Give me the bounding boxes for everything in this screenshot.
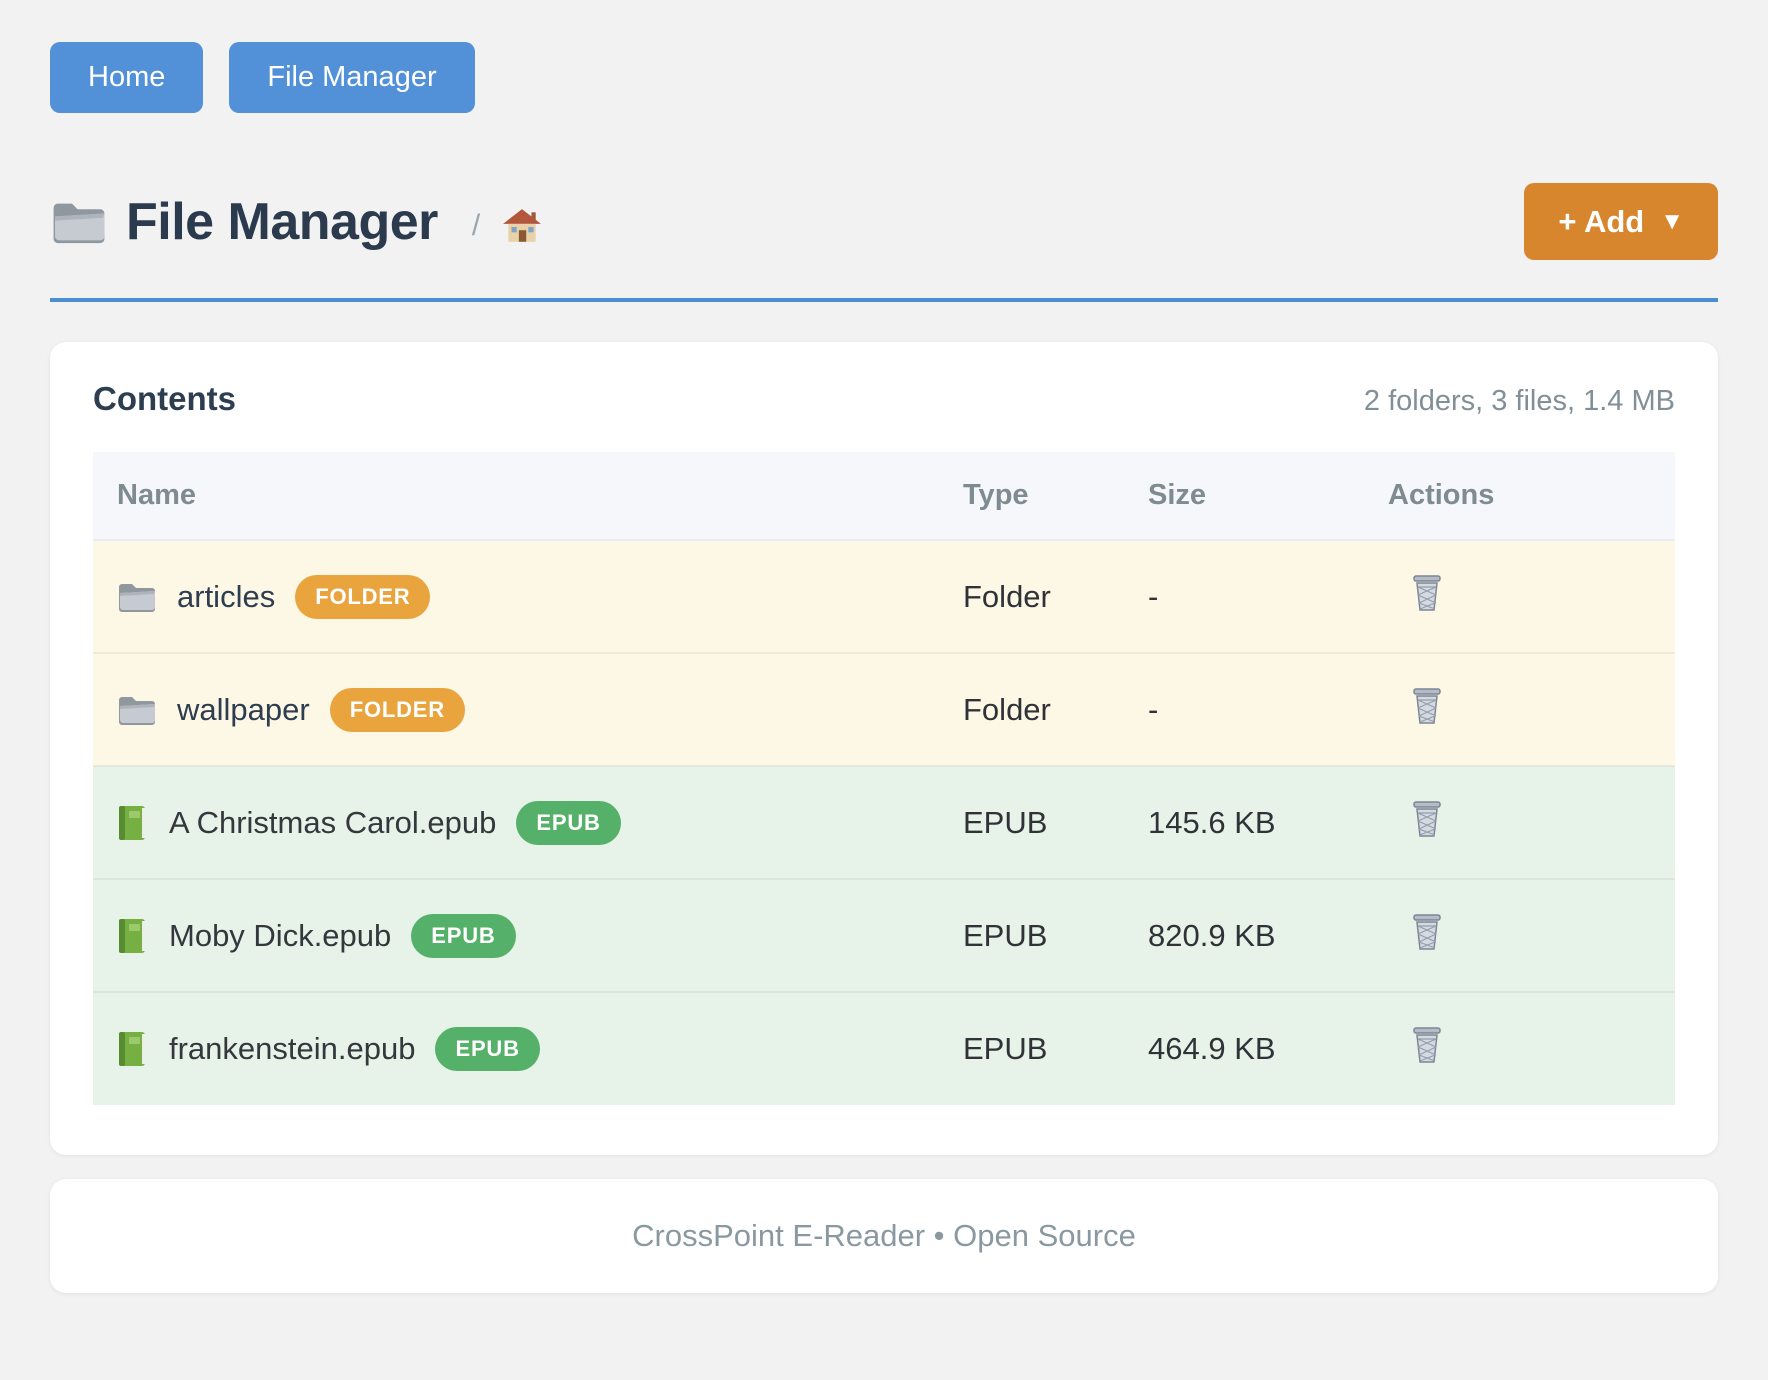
folder-badge: FOLDER xyxy=(295,574,431,619)
add-button-label: + Add xyxy=(1558,204,1645,239)
folder-icon xyxy=(117,580,157,614)
add-button[interactable]: + Add ▼ xyxy=(1524,183,1718,260)
delete-button[interactable] xyxy=(1410,1026,1444,1064)
book-icon xyxy=(117,1030,149,1068)
size-cell: - xyxy=(1148,578,1159,614)
folder-link[interactable]: wallpaper FOLDER xyxy=(117,687,963,732)
top-navigation: Home File Manager xyxy=(50,0,1718,113)
trash-icon xyxy=(1410,1026,1444,1064)
delete-button[interactable] xyxy=(1410,687,1444,725)
size-cell: 464.9 KB xyxy=(1148,1031,1276,1066)
footer-text: CrossPoint E-Reader • Open Source xyxy=(632,1218,1136,1253)
chevron-down-icon: ▼ xyxy=(1660,207,1684,235)
title-divider xyxy=(50,298,1718,302)
file-name: wallpaper xyxy=(177,691,310,727)
contents-summary: 2 folders, 3 files, 1.4 MB xyxy=(1363,385,1675,417)
delete-button[interactable] xyxy=(1410,913,1444,951)
type-cell: Folder xyxy=(963,578,1051,614)
delete-button[interactable] xyxy=(1410,800,1444,838)
table-header-row: Name Type Size Actions xyxy=(93,452,1675,541)
size-cell: - xyxy=(1148,691,1159,727)
type-cell: EPUB xyxy=(963,1031,1048,1066)
column-header-type: Type xyxy=(963,452,1148,541)
file-link[interactable]: Moby Dick.epub EPUB xyxy=(117,913,963,958)
trash-icon xyxy=(1410,574,1444,612)
title-group: File Manager / xyxy=(50,192,1524,252)
contents-card: Contents 2 folders, 3 files, 1.4 MB Name… xyxy=(50,342,1718,1155)
home-breadcrumb-icon[interactable] xyxy=(502,208,542,244)
column-header-actions: Actions xyxy=(1388,452,1675,541)
folder-icon xyxy=(50,198,108,246)
folder-icon xyxy=(117,693,157,727)
type-cell: Folder xyxy=(963,691,1051,727)
page-header: File Manager / + Add ▼ xyxy=(50,183,1718,260)
table-row-christmas-carol: A Christmas Carol.epub EPUB EPUB 145.6 K… xyxy=(93,766,1675,879)
file-name: Moby Dick.epub xyxy=(169,917,392,953)
file-manager-button[interactable]: File Manager xyxy=(229,42,475,113)
folder-badge: FOLDER xyxy=(329,687,465,732)
file-name: A Christmas Carol.epub xyxy=(169,804,497,840)
home-button[interactable]: Home xyxy=(50,42,204,113)
type-cell: EPUB xyxy=(963,917,1048,953)
file-link[interactable]: A Christmas Carol.epub EPUB xyxy=(117,800,963,845)
epub-badge: EPUB xyxy=(411,913,516,958)
contents-header: Contents 2 folders, 3 files, 1.4 MB xyxy=(93,380,1675,418)
file-manager-page: Home File Manager File Manager / + Add ▼… xyxy=(50,0,1718,1293)
file-name: frankenstein.epub xyxy=(169,1031,416,1066)
table-row-articles: articles FOLDER Folder - xyxy=(93,540,1675,653)
trash-icon xyxy=(1410,687,1444,725)
breadcrumb-separator: / xyxy=(471,208,481,242)
page-title: File Manager xyxy=(126,192,438,251)
size-cell: 145.6 KB xyxy=(1148,804,1276,840)
table-row-moby-dick: Moby Dick.epub EPUB EPUB 820.9 KB xyxy=(93,879,1675,992)
table-row-frankenstein: frankenstein.epub EPUB EPUB 464.9 KB xyxy=(93,992,1675,1105)
delete-button[interactable] xyxy=(1410,574,1444,612)
column-header-size: Size xyxy=(1148,452,1388,541)
file-table: Name Type Size Actions articles FOLDER xyxy=(93,452,1675,1105)
footer-card: CrossPoint E-Reader • Open Source xyxy=(50,1179,1718,1293)
folder-link[interactable]: articles FOLDER xyxy=(117,574,963,619)
book-icon xyxy=(117,804,149,842)
size-cell: 820.9 KB xyxy=(1148,917,1276,953)
book-icon xyxy=(117,917,149,955)
epub-badge: EPUB xyxy=(516,800,621,845)
epub-badge: EPUB xyxy=(435,1027,540,1071)
file-name: articles xyxy=(177,578,276,614)
file-link[interactable]: frankenstein.epub EPUB xyxy=(117,1027,963,1071)
trash-icon xyxy=(1410,913,1444,951)
contents-title: Contents xyxy=(93,380,236,417)
column-header-name: Name xyxy=(93,452,963,541)
type-cell: EPUB xyxy=(963,804,1048,840)
trash-icon xyxy=(1410,800,1444,838)
table-row-wallpaper: wallpaper FOLDER Folder - xyxy=(93,653,1675,766)
